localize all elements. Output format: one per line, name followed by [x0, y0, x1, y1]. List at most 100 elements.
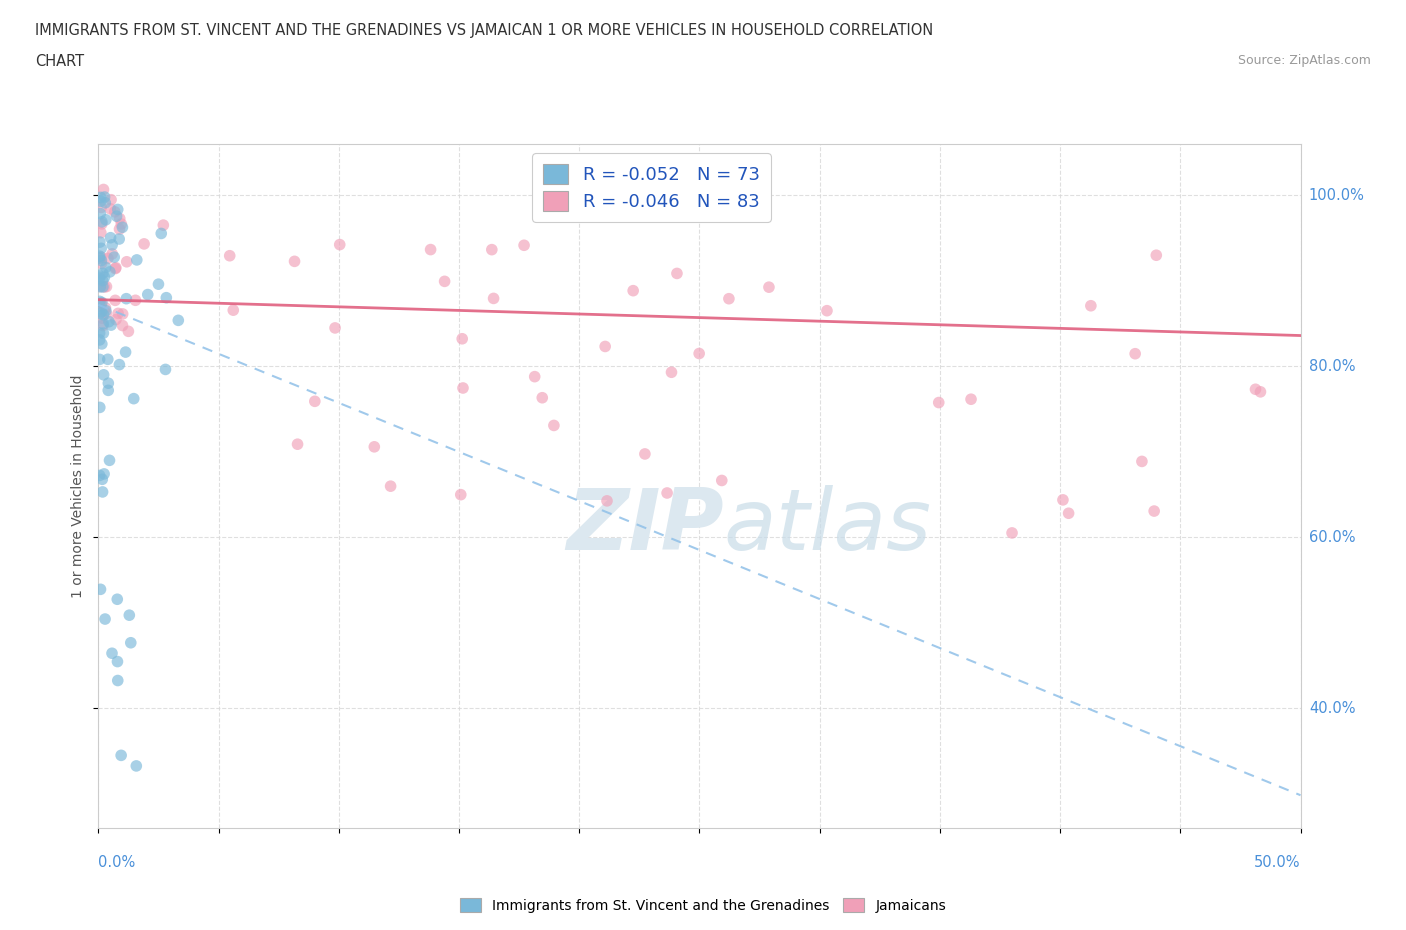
Point	[89, 306, 111, 321]
Legend: Immigrants from St. Vincent and the Grenadines, Jamaicans: Immigrants from St. Vincent and the Gren…	[454, 893, 952, 919]
Point	[621, 284, 644, 299]
Text: 100.0%: 100.0%	[1309, 188, 1365, 203]
Text: CHART: CHART	[35, 54, 84, 69]
Point	[1001, 525, 1024, 540]
Point	[688, 346, 710, 361]
Point	[665, 266, 688, 281]
Point	[101, 246, 124, 261]
Point	[108, 357, 131, 372]
Point	[104, 260, 127, 275]
Point	[118, 607, 141, 622]
Point	[91, 273, 114, 288]
Point	[634, 446, 657, 461]
Point	[122, 392, 145, 406]
Point	[90, 225, 112, 240]
Point	[93, 280, 115, 295]
Point	[104, 312, 127, 327]
Point	[120, 635, 142, 650]
Point	[596, 494, 619, 509]
Point	[111, 219, 134, 234]
Point	[94, 260, 117, 275]
Point	[104, 293, 127, 308]
Point	[107, 654, 129, 669]
Point	[104, 261, 127, 276]
Y-axis label: 1 or more Vehicles in Household: 1 or more Vehicles in Household	[70, 374, 84, 598]
Point	[103, 249, 125, 264]
Point	[89, 326, 111, 340]
Point	[124, 293, 146, 308]
Point	[91, 311, 114, 325]
Point	[94, 300, 117, 315]
Point	[100, 318, 122, 333]
Point	[115, 291, 138, 306]
Point	[111, 318, 134, 333]
Point	[105, 591, 128, 606]
Point	[89, 248, 111, 263]
Point	[89, 271, 111, 286]
Point	[155, 290, 177, 305]
Point	[104, 205, 127, 219]
Point	[132, 236, 155, 251]
Point	[363, 439, 385, 454]
Point	[93, 367, 115, 382]
Point	[94, 195, 117, 210]
Point	[482, 291, 505, 306]
Text: IMMIGRANTS FROM ST. VINCENT AND THE GRENADINES VS JAMAICAN 1 OR MORE VEHICLES IN: IMMIGRANTS FROM ST. VINCENT AND THE GREN…	[35, 23, 934, 38]
Point	[98, 264, 121, 279]
Point	[93, 182, 115, 197]
Point	[928, 395, 950, 410]
Point	[93, 190, 115, 205]
Point	[758, 280, 780, 295]
Point	[304, 394, 326, 409]
Point	[218, 248, 240, 263]
Point	[531, 391, 554, 405]
Point	[89, 582, 111, 597]
Point	[593, 339, 616, 354]
Point	[108, 232, 131, 246]
Point	[89, 206, 111, 221]
Point	[89, 333, 111, 348]
Point	[117, 324, 139, 339]
Point	[148, 277, 170, 292]
Text: 80.0%: 80.0%	[1309, 359, 1355, 374]
Text: atlas: atlas	[724, 485, 932, 568]
Point	[93, 270, 115, 285]
Point	[89, 234, 111, 249]
Point	[150, 226, 173, 241]
Point	[433, 274, 456, 289]
Point	[105, 208, 128, 223]
Point	[101, 237, 124, 252]
Point	[96, 306, 118, 321]
Point	[89, 279, 111, 294]
Point	[110, 748, 132, 763]
Text: 40.0%: 40.0%	[1309, 700, 1355, 715]
Point	[100, 193, 122, 207]
Point	[523, 369, 546, 384]
Point	[481, 242, 503, 257]
Point	[513, 238, 536, 253]
Point	[108, 211, 131, 226]
Point	[108, 221, 131, 236]
Point	[451, 331, 474, 346]
Point	[419, 242, 441, 257]
Point	[1249, 384, 1271, 399]
Point	[1057, 506, 1080, 521]
Point	[94, 212, 117, 227]
Text: 0.0%: 0.0%	[98, 856, 135, 870]
Point	[91, 472, 114, 486]
Point	[450, 487, 472, 502]
Point	[283, 254, 305, 269]
Point	[90, 253, 112, 268]
Point	[107, 306, 129, 321]
Point	[96, 279, 118, 294]
Point	[1130, 454, 1153, 469]
Point	[89, 400, 111, 415]
Point	[155, 362, 177, 377]
Point	[93, 307, 115, 322]
Point	[90, 217, 112, 232]
Point	[543, 418, 565, 432]
Point	[90, 241, 112, 256]
Point	[115, 254, 138, 269]
Point	[287, 437, 309, 452]
Point	[97, 251, 120, 266]
